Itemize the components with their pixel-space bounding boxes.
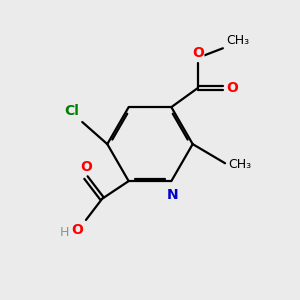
Text: O: O (72, 223, 84, 237)
Text: N: N (167, 188, 178, 202)
Text: O: O (192, 46, 204, 60)
Text: O: O (80, 160, 92, 174)
Text: CH₃: CH₃ (226, 34, 249, 47)
Text: O: O (226, 81, 238, 95)
Text: Cl: Cl (64, 104, 79, 118)
Text: H: H (60, 226, 69, 239)
Text: CH₃: CH₃ (229, 158, 252, 171)
